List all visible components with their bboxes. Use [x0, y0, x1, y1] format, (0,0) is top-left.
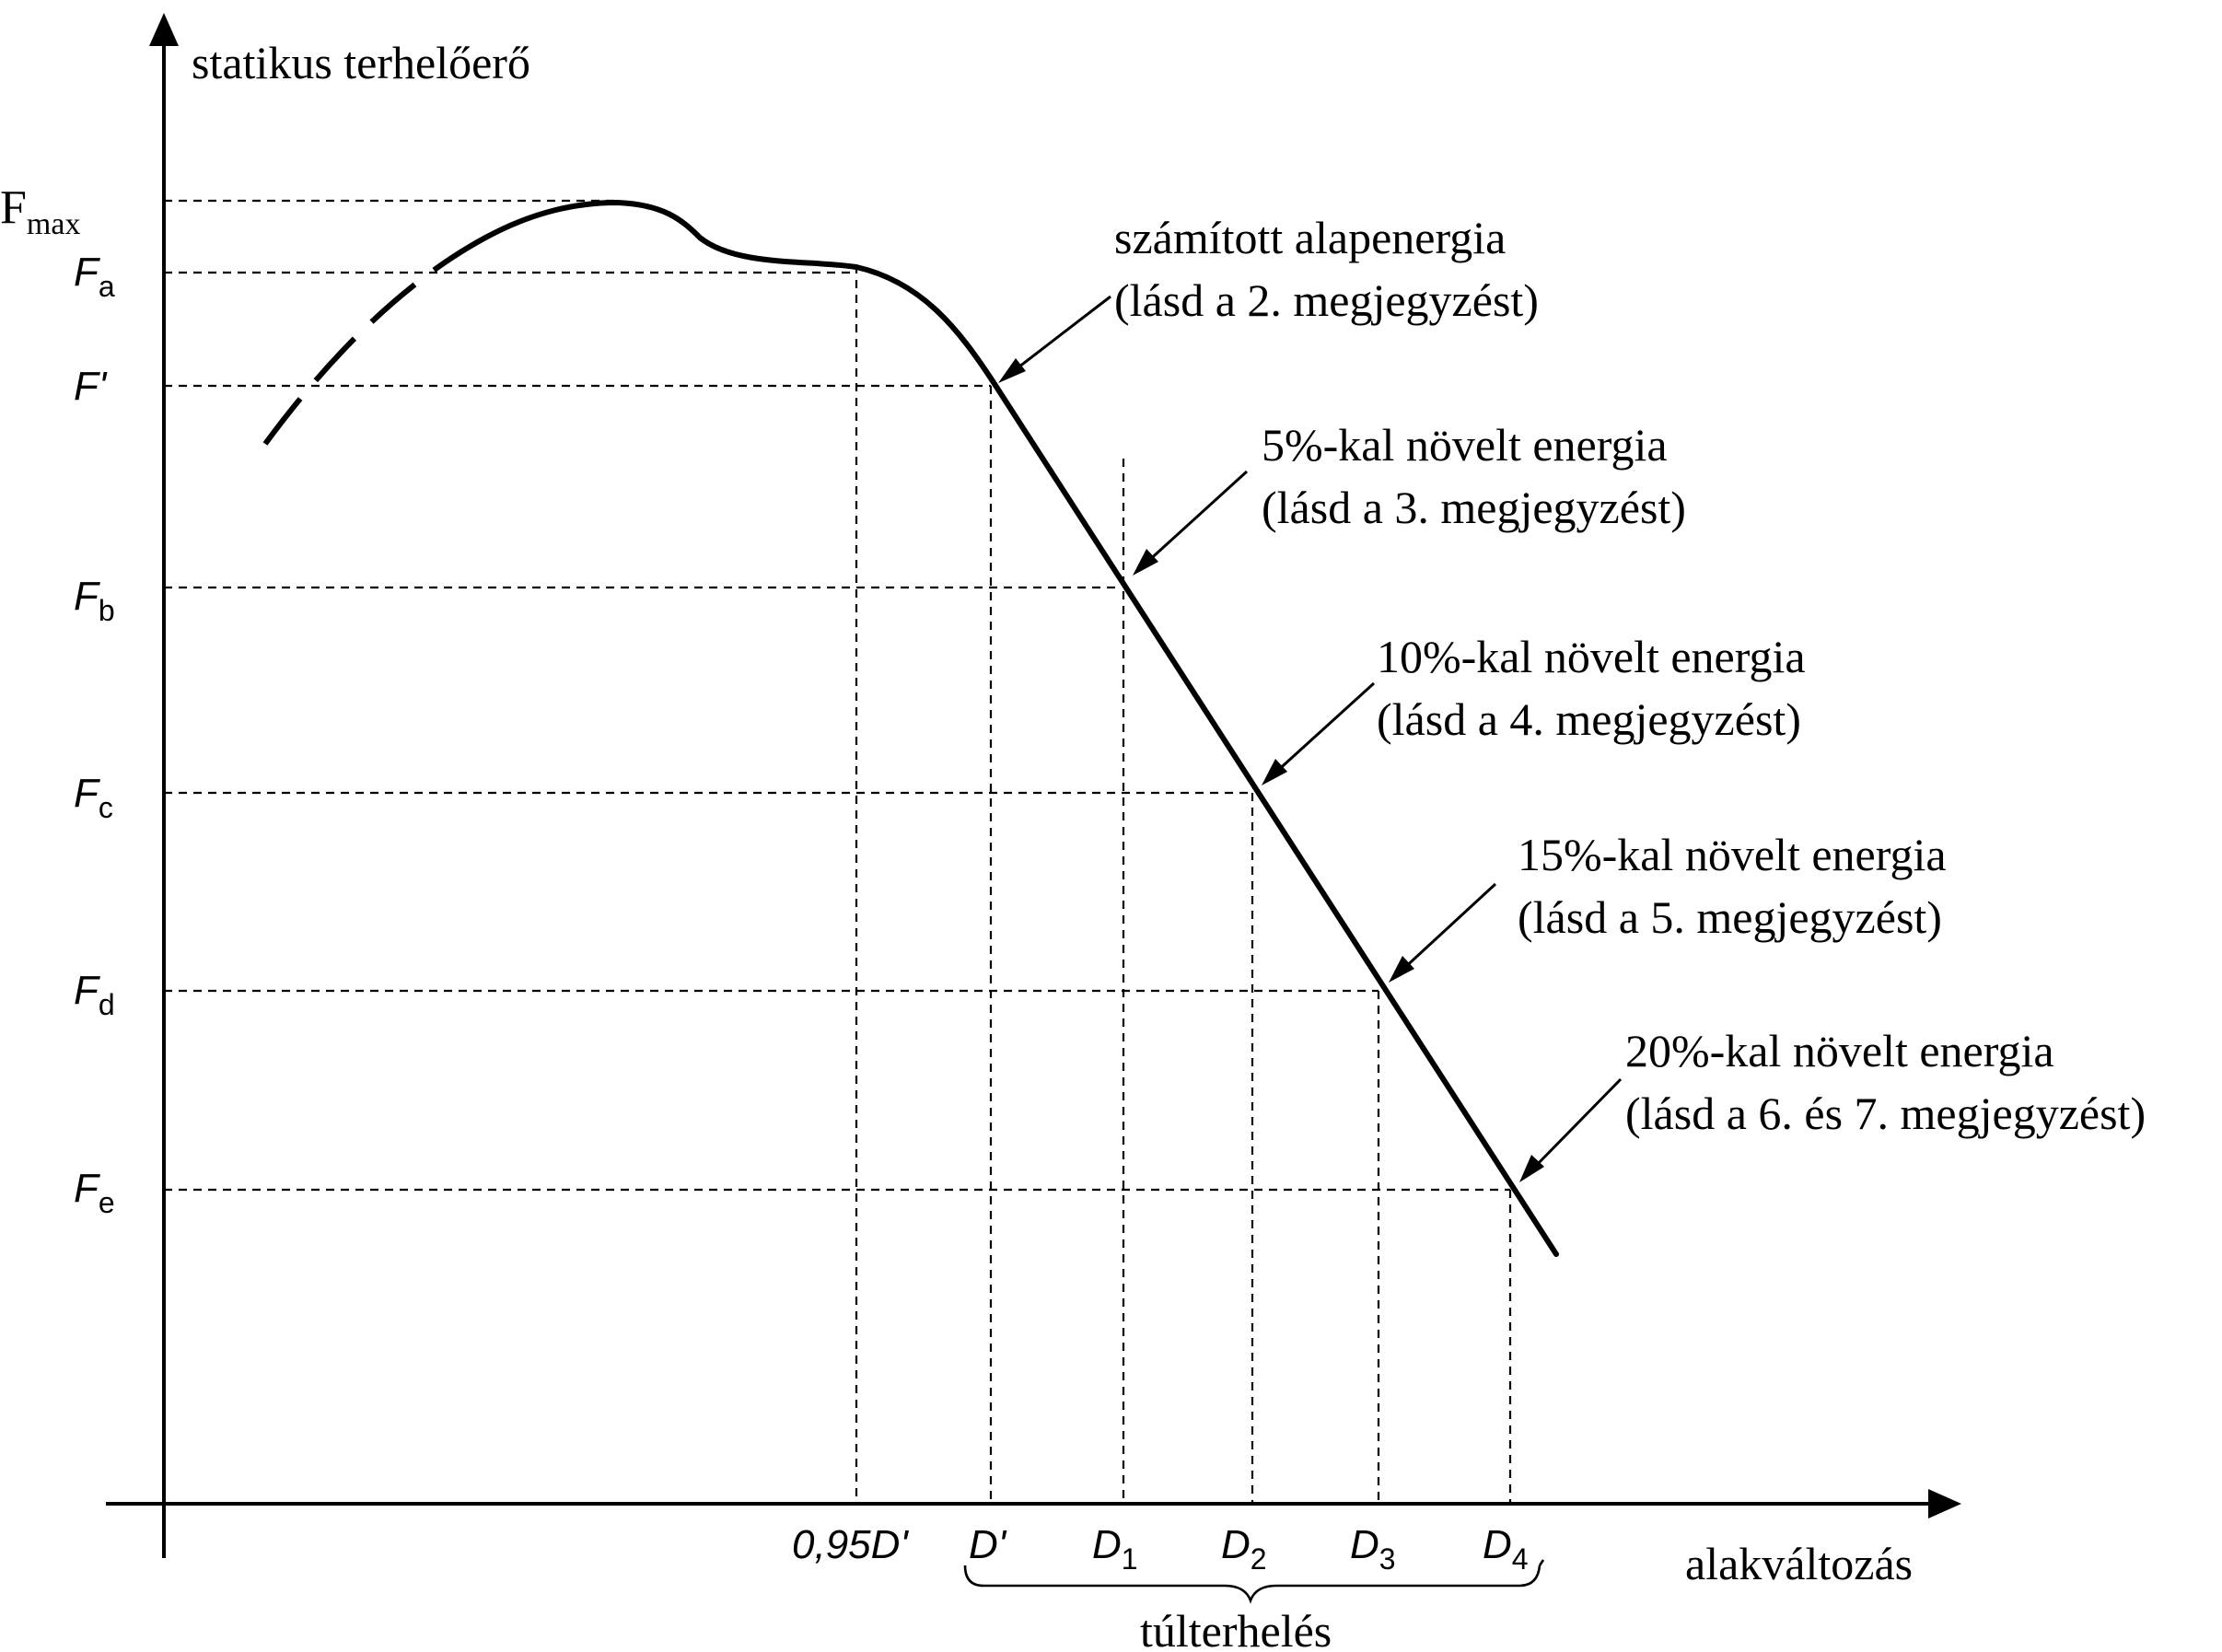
overload-brace — [963, 1565, 1541, 1604]
label-fe: Fe — [74, 1166, 115, 1219]
label-d3: D3 — [1350, 1522, 1396, 1576]
label-095dprime: 0,95D' — [792, 1522, 909, 1567]
label-d2: D2 — [1221, 1522, 1267, 1576]
curve-dashed-initial — [262, 238, 481, 446]
label-fa: Fa — [74, 250, 115, 303]
label-d1: D1 — [1092, 1522, 1138, 1576]
y-axis-title: statikus terhelőerő — [192, 37, 530, 88]
brace-tick — [1538, 1559, 1545, 1566]
annotation-p10: 10%-kal növelt energia (lásd a 4. megjeg… — [1377, 631, 1817, 745]
label-dprime: D' — [969, 1522, 1007, 1567]
arrow-p20 — [1519, 1077, 1623, 1182]
arrow-p5 — [1133, 470, 1249, 576]
x-axis-title: alakváltozás — [1685, 1538, 1913, 1589]
arrow-p15 — [1389, 882, 1497, 983]
label-fb: Fb — [74, 574, 115, 627]
overload-label: túlterhelés — [1140, 1605, 1332, 1652]
label-fprime: F' — [74, 364, 108, 409]
annotation-base: számított alapenergia (lásd a 2. megjegy… — [1114, 212, 1539, 326]
label-d4: D4 — [1483, 1522, 1529, 1576]
label-fd: Fd — [74, 968, 115, 1021]
annotation-p5: 5%-kal növelt energia (lásd a 3. megjegy… — [1262, 419, 1686, 533]
annotation-p15: 15%-kal növelt energia (lásd a 5. megjeg… — [1518, 829, 1958, 943]
label-fmax: Fmax — [0, 181, 80, 241]
arrow-p10 — [1262, 681, 1376, 785]
label-fc: Fc — [74, 771, 113, 824]
annotation-p20: 20%-kal növelt energia (lásd a 6. és 7. … — [1625, 1025, 2146, 1139]
arrow-base — [998, 295, 1111, 383]
x-axis-arrowhead — [1928, 1489, 1961, 1518]
y-axis-arrowhead — [149, 13, 179, 46]
curve-solid — [476, 200, 1559, 1257]
